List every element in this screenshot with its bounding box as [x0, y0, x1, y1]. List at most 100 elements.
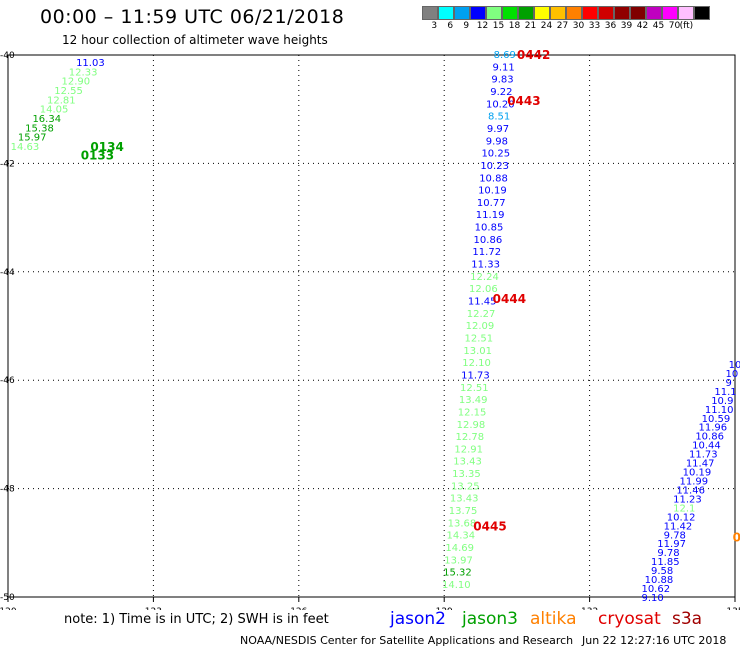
southeast-track-value: 11.96	[698, 423, 727, 434]
color-swatch	[550, 6, 566, 20]
jason2-track-value: 12.10	[462, 358, 491, 369]
legend-jason3: jason3	[462, 609, 518, 629]
southeast-track-value: 10.59	[702, 414, 731, 425]
color-scale-label: 6	[447, 21, 454, 31]
color-swatch	[566, 6, 582, 20]
southeast-track-value: 10.62	[641, 584, 670, 595]
color-swatch	[518, 6, 534, 20]
y-tick-label: -42	[0, 159, 15, 169]
jason2-track-value: 10.23	[480, 161, 509, 172]
jason3-track-value: 12.33	[69, 67, 98, 78]
jason2-track-value: 13.43	[453, 457, 482, 468]
jason2-track-value: 12.51	[460, 383, 489, 394]
southeast-track-value: 11.47	[686, 459, 715, 470]
jason2-track-value: 14.69	[445, 543, 474, 554]
jason2-track-value: 13.35	[452, 469, 481, 480]
jason2-track-value: 14.10	[442, 580, 471, 591]
jason2-track-value: 10.20	[486, 99, 515, 110]
footer-timestamp: Jun 22 12:27:16 UTC 2018	[582, 634, 727, 647]
jason2-track-value: 12.15	[458, 407, 487, 418]
color-swatch	[534, 6, 550, 20]
jason2-track-value: 11.45	[468, 297, 497, 308]
jason3-track-value: 15.38	[25, 123, 54, 134]
color-scale-label: 9	[463, 21, 470, 31]
jason2-track-value: 12.09	[466, 321, 495, 332]
jason3-track-value: 12.81	[47, 95, 76, 106]
jason2-track-value: 11.72	[472, 247, 501, 258]
map-frame	[7, 54, 736, 598]
color-scale-label: 18	[508, 21, 521, 31]
jason2-track-value: 10.77	[477, 198, 506, 209]
y-tick-label: -48	[0, 485, 15, 495]
color-scale-label: (ft)	[679, 21, 694, 31]
color-scale-label: 15	[492, 21, 505, 31]
color-scale-label: 70	[668, 21, 681, 31]
x-tick-label: 132	[581, 607, 598, 610]
color-scale-label: 3	[431, 21, 438, 31]
southeast-track-value: 11.85	[651, 557, 680, 568]
jason2-track-value: 12.91	[454, 444, 483, 455]
orbit-number-label: 0442	[517, 48, 550, 62]
color-scale	[422, 6, 710, 20]
legend-cryosat: cryosat	[598, 609, 661, 629]
color-scale-labels: 3 6 9 12 15 18 21 24 27 30 33 36 39 42 45 70 (ft)	[422, 21, 740, 33]
wave-height-map: 120 123 126 129 132 135 -40 -42 -44 -46 -48 -50 8.69…	[0, 48, 740, 610]
color-swatch	[438, 6, 454, 20]
jason3-track-value: 12.55	[54, 86, 83, 97]
color-scale-label: 12	[476, 21, 489, 31]
color-scale-label: 33	[588, 21, 601, 31]
color-swatch	[454, 6, 470, 20]
color-scale-label: 45	[652, 21, 665, 31]
orbit-number-label: 0444	[493, 292, 526, 306]
southeast-track-value: 11.1	[714, 387, 736, 398]
jason3-track-value: 11.03	[76, 58, 105, 69]
color-swatch	[614, 6, 630, 20]
jason2-track-value: 11.19	[476, 210, 505, 221]
jason3-track-value: 14.63	[11, 142, 40, 153]
orbit-number-label: 08	[733, 530, 740, 544]
orbit-number-label: 0445	[473, 520, 506, 534]
color-swatch	[678, 6, 694, 20]
color-swatch	[470, 6, 486, 20]
southeast-track-value: 12.1	[673, 503, 695, 514]
jason2-track-value: 10.85	[475, 223, 504, 234]
jason2-track-value: 9.98	[486, 136, 508, 147]
jason2-track-value: 12.51	[465, 333, 494, 344]
color-scale-label: 36	[604, 21, 617, 31]
southeast-track-value: 10.44	[692, 441, 721, 452]
map-title: 00:00 – 11:59 UTC 06/21/2018	[40, 6, 345, 28]
southeast-track-value: 11.42	[664, 521, 693, 532]
jason2-track-value: 8.69	[494, 50, 516, 61]
southeast-track-value: 10	[729, 360, 740, 371]
jason2-track-value: 9.11	[493, 62, 515, 73]
x-tick-label: 120	[0, 607, 17, 610]
southeast-track-value: 9	[725, 378, 731, 389]
southeast-track-value: 10.12	[667, 512, 696, 523]
jason2-track-value: 10.19	[478, 186, 507, 197]
footer-note: note: 1) Time is in UTC; 2) SWH is in fe…	[64, 612, 329, 627]
jason2-track-value: 9.83	[491, 75, 513, 86]
southeast-track-value: 10	[725, 369, 738, 380]
legend-altika: altika	[530, 609, 577, 629]
jason2-track-value: 13.68	[448, 518, 477, 529]
x-tick-label: 135	[726, 607, 740, 610]
southeast-track-value: 11.10	[705, 405, 734, 416]
orbit-number-label: 0443	[507, 94, 540, 108]
orbit-number-label: 0134	[90, 140, 123, 154]
legend-s3a: s3a	[672, 609, 703, 629]
southeast-track-value: 9.58	[651, 566, 673, 577]
jason2-track-value: 13.01	[463, 346, 492, 357]
x-tick-label: 126	[290, 607, 307, 610]
southeast-track-value: 11.99	[679, 477, 708, 488]
jason2-track-value: 12.27	[467, 309, 496, 320]
jason2-track-value: 11.73	[461, 370, 490, 381]
jason2-track-value: 12.98	[457, 420, 486, 431]
color-scale-label: 27	[556, 21, 569, 31]
southeast-track-value: 11.73	[689, 450, 718, 461]
color-swatch	[646, 6, 662, 20]
southeast-track-value: 11.97	[657, 539, 686, 550]
southeast-track-value: 9.78	[657, 548, 679, 559]
x-tick-label: 123	[145, 607, 162, 610]
jason2-track-value: 11.33	[471, 260, 500, 271]
southeast-track-value: 10.86	[695, 432, 724, 443]
